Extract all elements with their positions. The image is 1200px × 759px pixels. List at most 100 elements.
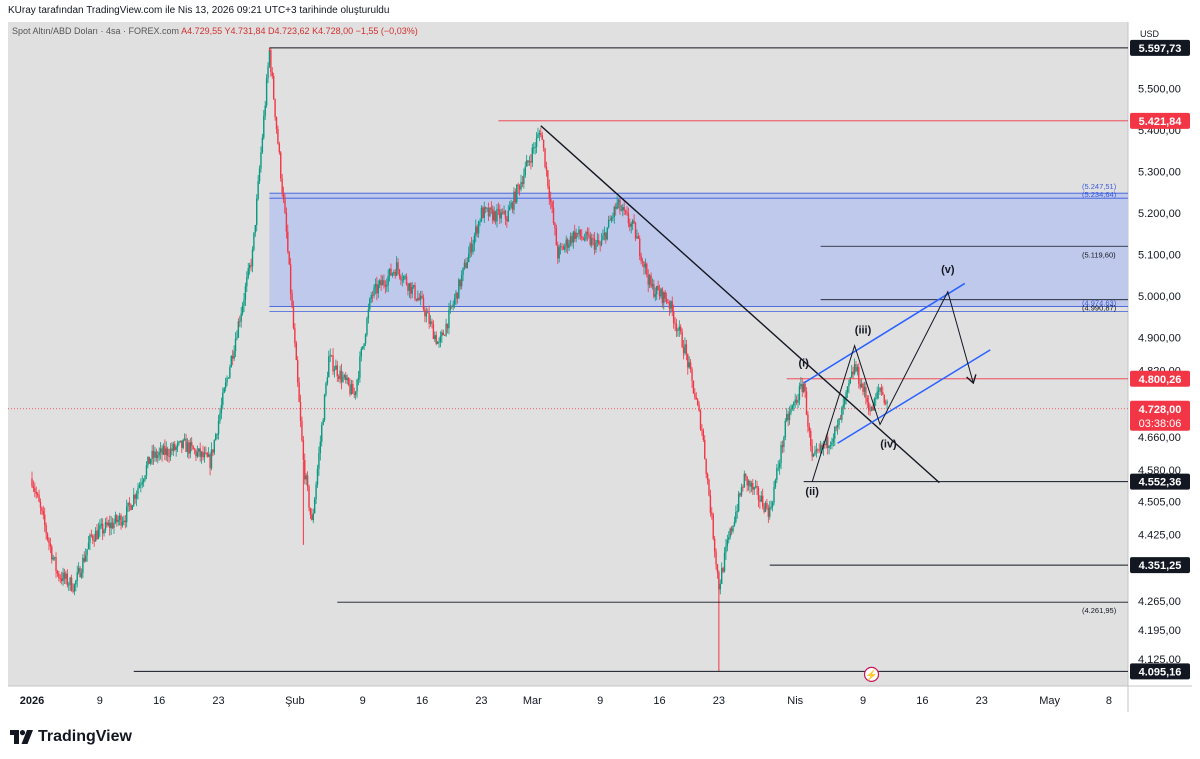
candle-body	[726, 539, 729, 547]
candle-body	[83, 557, 85, 562]
high-value: Y4.731,84	[224, 26, 266, 36]
candle-body	[754, 486, 757, 488]
price-scale-background	[1128, 22, 1192, 686]
candle-body	[496, 208, 498, 222]
candle-body	[554, 223, 556, 229]
candle-body	[466, 262, 469, 269]
zone-bottom-label: (4.974,63)	[1082, 298, 1117, 307]
candle-body	[183, 438, 186, 440]
candle-body	[489, 207, 491, 217]
candle-body	[811, 446, 813, 457]
candle-body	[58, 573, 60, 579]
y-tick-label: 5.300,00	[1138, 166, 1181, 178]
candle-body	[213, 440, 216, 453]
candle-body	[564, 245, 566, 250]
candle-body	[776, 468, 778, 480]
candle-body	[46, 533, 49, 540]
candle-body	[631, 220, 634, 224]
candle-body	[541, 135, 543, 140]
candle-body	[120, 515, 122, 526]
candle-body	[337, 376, 340, 379]
candle-body	[425, 312, 428, 317]
candle-body	[514, 191, 517, 203]
candle-body	[80, 573, 83, 578]
candle-body	[271, 71, 273, 76]
symbol-name[interactable]: Spot Altın/ABD Doları · 4sa · FOREX.com	[12, 26, 180, 36]
candle-body	[736, 511, 738, 512]
candle-body	[873, 399, 876, 411]
candle-body	[415, 298, 418, 301]
candle-body	[113, 522, 115, 529]
y-tick-label: 4.195,00	[1138, 625, 1181, 637]
candle-body	[606, 227, 608, 240]
candle-body	[737, 493, 740, 512]
candle-body	[79, 567, 81, 578]
candle-body	[200, 451, 203, 457]
candle-body	[93, 539, 95, 542]
candle-body	[831, 441, 833, 446]
x-tick-label: 16	[153, 695, 165, 707]
candle-body	[151, 450, 153, 460]
candle-body	[227, 377, 230, 379]
y-tick-label: 5.100,00	[1138, 249, 1181, 261]
candle-body	[97, 529, 100, 539]
candle-body	[521, 182, 524, 184]
candle-body	[275, 117, 278, 129]
candle-body	[753, 487, 755, 490]
x-tick-label: 2026	[20, 695, 44, 707]
candle-body	[421, 295, 423, 298]
x-tick-label: 9	[860, 695, 866, 707]
candle-body	[158, 452, 160, 456]
candle-body	[157, 455, 159, 458]
candle-body	[106, 522, 108, 526]
candle-body	[34, 488, 36, 492]
candle-body	[843, 398, 846, 405]
candle-body	[786, 414, 788, 421]
candle-body	[559, 246, 562, 248]
price-tag	[1130, 112, 1190, 129]
candle-body	[791, 405, 794, 409]
candle-body	[398, 269, 401, 277]
candle-body	[44, 514, 46, 526]
tradingview-logo[interactable]: TradingView	[10, 728, 132, 746]
candle-body	[410, 283, 412, 294]
candle-body	[438, 341, 440, 343]
candle-body	[161, 448, 163, 455]
candle-body	[798, 386, 801, 401]
candle-body	[585, 231, 587, 240]
symbol-legend: Spot Altın/ABD Doları · 4sa · FOREX.com …	[12, 26, 418, 36]
candle-body	[342, 377, 344, 382]
candle-body	[318, 453, 320, 469]
candle-body	[322, 420, 324, 426]
candle-body	[848, 383, 850, 387]
candle-body	[866, 397, 868, 403]
candle-body	[171, 448, 173, 451]
candle-body	[677, 330, 679, 332]
x-tick-label: 9	[360, 695, 366, 707]
candle-body	[209, 454, 211, 469]
candle-body	[804, 383, 806, 392]
candle-body	[371, 295, 374, 297]
candle-body	[175, 447, 177, 450]
price-tag-label: 4.095,16	[1139, 666, 1182, 678]
candle-body	[750, 483, 753, 487]
price-tag	[1130, 557, 1190, 574]
candle-body	[745, 473, 747, 477]
x-tick-label: 23	[713, 695, 725, 707]
candle-body	[718, 572, 720, 590]
candle-body	[530, 161, 532, 163]
price-tag	[1130, 370, 1190, 387]
candle-body	[179, 440, 182, 442]
candle-body	[298, 382, 300, 402]
candle-body	[810, 430, 812, 447]
candle-body	[246, 277, 248, 287]
candle-body	[312, 513, 314, 520]
candle-body	[412, 285, 415, 287]
candle-body	[299, 401, 302, 421]
candle-body	[623, 207, 625, 211]
candle-body	[405, 276, 408, 285]
candle-body	[302, 440, 305, 460]
candle-body	[378, 280, 381, 285]
candle-body	[326, 377, 329, 384]
